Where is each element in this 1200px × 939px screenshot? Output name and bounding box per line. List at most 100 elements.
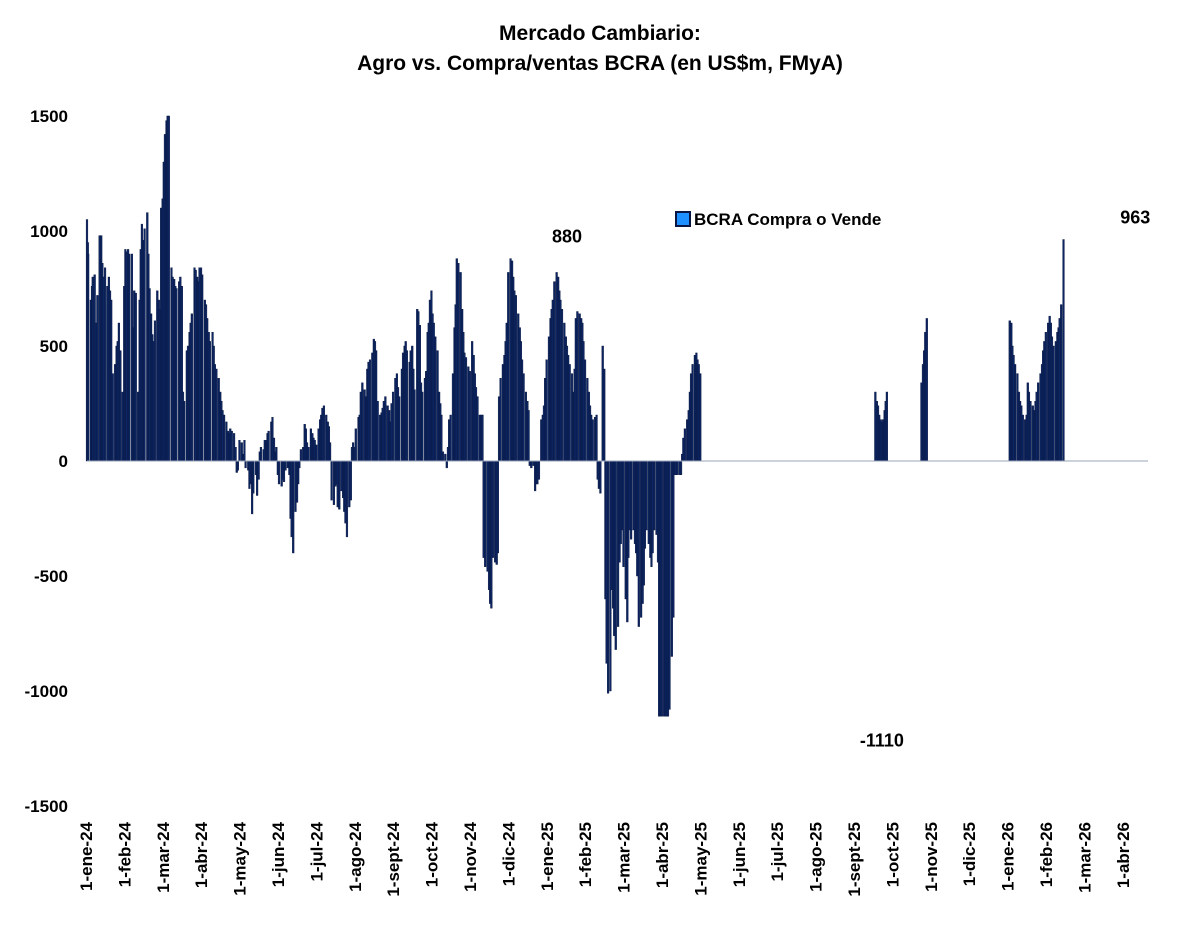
x-tick-label: 1-jul-25	[768, 822, 787, 882]
bar	[349, 460, 352, 501]
bar	[259, 447, 263, 462]
bar	[672, 460, 675, 618]
bar	[464, 357, 468, 462]
chart-title: Mercado Cambiario: Agro vs. Compra/venta…	[357, 22, 843, 75]
bar	[143, 228, 146, 462]
bar	[298, 460, 301, 469]
bar	[560, 309, 564, 462]
bar	[230, 430, 233, 462]
bar	[87, 253, 90, 462]
bar	[215, 368, 218, 462]
bar	[167, 115, 170, 462]
bar	[499, 378, 502, 462]
bar	[398, 396, 401, 462]
bar	[1021, 414, 1024, 462]
bar	[376, 401, 379, 462]
bar	[275, 447, 278, 462]
x-tick-label: 1-feb-26	[1037, 822, 1056, 887]
bar	[315, 444, 318, 462]
bar	[153, 320, 157, 462]
annotation-label: 880	[552, 227, 582, 247]
y-tick-label: 1500	[30, 107, 68, 126]
y-tick-label: 0	[59, 452, 68, 471]
bar	[91, 276, 94, 462]
x-tick-label: 1-abr-26	[1114, 822, 1133, 888]
bar	[595, 414, 598, 462]
y-tick-label: -1500	[25, 797, 68, 816]
bar	[1044, 332, 1047, 462]
bar	[583, 359, 587, 462]
x-tick-label: 1-oct-25	[883, 822, 902, 887]
bar	[338, 460, 341, 510]
bar	[236, 460, 239, 471]
bar	[660, 460, 663, 717]
x-tick-label: 1-jun-24	[269, 821, 288, 887]
bar	[553, 281, 556, 462]
x-tick-label: 1-mar-26	[1075, 822, 1094, 893]
x-tick-label: 1-mar-24	[154, 821, 173, 892]
bar	[329, 442, 332, 462]
bar	[514, 295, 517, 462]
bar	[238, 440, 241, 462]
y-tick-label: -500	[34, 567, 68, 586]
bar	[96, 295, 99, 462]
bar	[679, 460, 683, 476]
bar	[322, 405, 325, 462]
x-tick-label: 1-sept-25	[845, 822, 864, 897]
x-tick-label: 1-oct-24	[423, 821, 442, 887]
x-tick-label: 1-feb-25	[576, 822, 595, 887]
annotation-label: 963	[1120, 208, 1150, 228]
bar	[481, 414, 484, 462]
x-tick-label: 1-jun-25	[730, 822, 749, 887]
bar	[421, 391, 424, 462]
bar	[252, 460, 255, 494]
bar	[653, 460, 656, 531]
x-tick-label: 1-may-24	[231, 821, 250, 895]
bar	[622, 460, 625, 568]
bar	[208, 341, 211, 462]
bar	[607, 460, 610, 694]
x-tick-label: 1-dic-25	[960, 822, 979, 886]
y-tick-label: 1000	[30, 222, 68, 241]
bar	[354, 428, 357, 462]
bar	[491, 460, 494, 558]
chart-title-line1: Mercado Cambiario:	[499, 22, 701, 45]
bar	[190, 313, 193, 462]
bar	[676, 460, 679, 476]
data-annotations: 880 -1110 963	[552, 208, 1150, 751]
bar	[468, 371, 471, 462]
bar	[405, 350, 408, 462]
bar	[645, 460, 648, 531]
bar	[445, 460, 448, 469]
x-tick-label: 1-ene-26	[999, 822, 1018, 891]
bar	[183, 401, 186, 462]
x-tick-label: 1-ene-25	[538, 822, 557, 891]
bar	[496, 460, 499, 554]
bar	[434, 336, 437, 462]
bar	[1014, 364, 1017, 462]
bar	[368, 359, 372, 462]
x-tick-label: 1-sept-24	[384, 821, 403, 896]
x-tick-label: 1-jul-24	[307, 821, 326, 881]
bar	[175, 288, 178, 462]
bar	[603, 368, 606, 462]
bar	[243, 440, 246, 462]
bar	[128, 253, 131, 462]
y-tick-label: 500	[40, 337, 68, 356]
bar	[614, 460, 617, 650]
bar	[391, 391, 395, 462]
bar	[699, 373, 702, 462]
bar	[668, 460, 671, 710]
legend-label: BCRA Compra o Vende	[694, 210, 881, 229]
bar	[568, 364, 571, 462]
bar	[449, 414, 452, 462]
y-axis-ticks: 1500 1000 500 0 -500 -1000 -1500	[25, 107, 68, 816]
bar	[637, 460, 640, 627]
bar	[1060, 304, 1063, 462]
bar	[234, 447, 237, 462]
x-tick-label: 1-ago-25	[807, 822, 826, 892]
annotation-label: -1110	[860, 730, 904, 750]
bar	[683, 428, 686, 462]
x-tick-label: 1-nov-25	[922, 822, 941, 892]
